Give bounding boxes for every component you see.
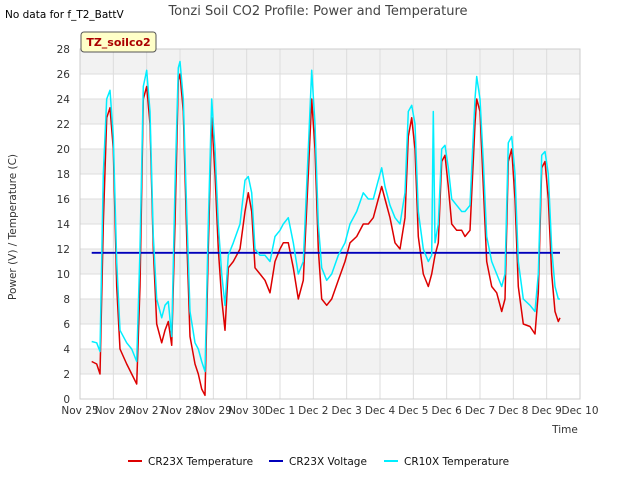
- x-tick-label: Dec 3: [331, 405, 361, 417]
- x-tick-label: Nov 25: [61, 405, 98, 417]
- x-tick-label: Dec 10: [561, 405, 598, 417]
- y-tick-label: 20: [57, 144, 70, 156]
- grid-band: [80, 149, 580, 174]
- x-tick-label: Dec 9: [531, 405, 561, 417]
- legend-label: CR23X Temperature: [148, 456, 253, 468]
- y-tick-label: 16: [57, 194, 71, 206]
- grid-lines: [79, 48, 581, 400]
- y-tick-label: 4: [63, 344, 70, 356]
- x-axis-label: Time: [551, 424, 578, 436]
- y-tick-label: 2: [63, 369, 70, 381]
- x-tick-label: Nov 26: [95, 405, 133, 417]
- plot-border: [79, 48, 581, 400]
- x-tick-label: Dec 6: [431, 405, 462, 417]
- x-tick-label: Dec 7: [465, 405, 495, 417]
- chart-title: Tonzi Soil CO2 Profile: Power and Temper…: [167, 4, 467, 19]
- legend: CR23X Temperature CR23X Voltage CR10X Temp…: [128, 456, 509, 468]
- grid-band: [80, 99, 580, 124]
- y-tick-label: 6: [63, 319, 70, 331]
- badge: TZ_soilco2: [80, 31, 157, 53]
- y-tick-label: 14: [57, 219, 71, 231]
- y-tick-label: 8: [63, 294, 70, 306]
- no-data-note: No data for f_T2_BattV: [5, 9, 125, 21]
- x-tick-label: Dec 1: [265, 405, 295, 417]
- y-tick-label: 18: [57, 169, 70, 181]
- y-tick-label: 10: [57, 269, 70, 281]
- y-tick-label: 24: [57, 94, 71, 106]
- x-tick-label: Nov 28: [161, 405, 198, 417]
- x-tick-label: Dec 5: [398, 405, 428, 417]
- grid-band: [80, 49, 580, 74]
- y-tick-label: 22: [57, 119, 70, 131]
- y-axis-label: Power (V) / Temperature (C): [7, 154, 19, 300]
- y-tick-label: 0: [63, 394, 70, 406]
- x-tick-label: Dec 8: [498, 405, 528, 417]
- x-tick-label: Nov 30: [228, 405, 265, 417]
- y-tick-label: 26: [57, 69, 71, 81]
- badge-label: TZ_soilco2: [86, 36, 150, 49]
- legend-label: CR10X Temperature: [404, 456, 509, 468]
- cr23x-temperature-line: [91, 73, 561, 397]
- badge-box: [80, 31, 157, 53]
- y-tick-label: 12: [57, 244, 70, 256]
- x-tick-label: Dec 4: [365, 405, 396, 417]
- grid-band: [80, 349, 580, 374]
- grid-band: [80, 199, 580, 224]
- y-tick-label: 28: [57, 44, 70, 56]
- cr10x-temperature-line: [91, 60, 560, 373]
- x-tick-label: Nov 29: [195, 405, 232, 417]
- x-tick-label: Dec 2: [298, 405, 328, 417]
- series-lines: [91, 60, 561, 397]
- x-tick-label: Nov 27: [128, 405, 165, 417]
- legend-label: CR23X Voltage: [289, 456, 367, 468]
